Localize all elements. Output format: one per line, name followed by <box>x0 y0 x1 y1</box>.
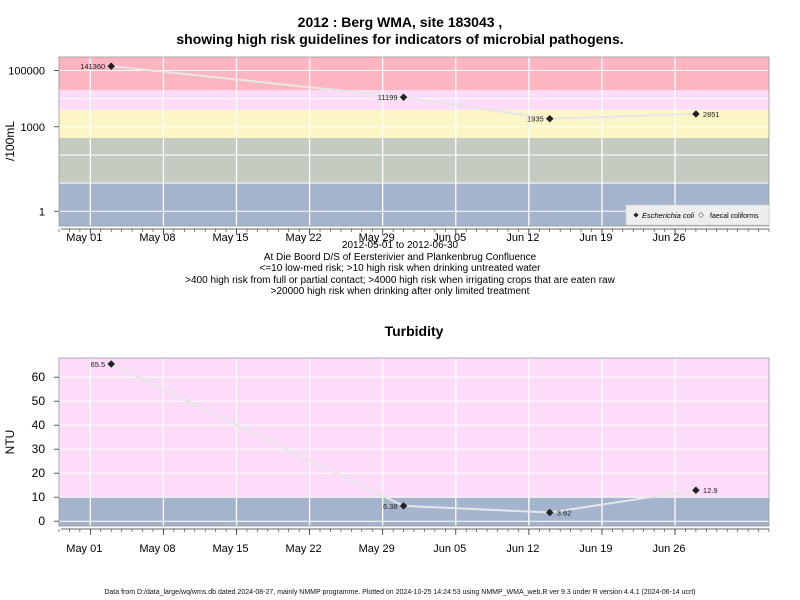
p1-plot-frame <box>58 56 770 227</box>
p1-x-tick-label-1: May 08 <box>139 232 175 244</box>
p2-x-tick-label-0: May 01 <box>66 543 102 555</box>
p1-risk-band-2 <box>59 109 769 138</box>
subtitle-guideline-drinking: <=10 low-med risk; >10 high risk when dr… <box>259 263 541 274</box>
p1-x-tick-label-5: Jun 05 <box>433 232 466 244</box>
p2-risk-band-1 <box>59 358 769 498</box>
p1-x-tick-label-4: May 29 <box>359 232 395 244</box>
p2-data-point-0 <box>107 360 115 368</box>
footer-note: Data from D:/data_large/wq/wms.db dated … <box>104 589 696 596</box>
p2-x-tick-label-5: Jun 05 <box>433 543 466 555</box>
legend-box <box>625 204 770 226</box>
p2-x-tick-label-8: Jun 26 <box>653 543 686 555</box>
p1-risk-band-3 <box>59 90 769 110</box>
p1-x-tick-label-8: Jun 26 <box>653 232 686 244</box>
p1-y-tick-label-1: 1000 <box>21 122 45 134</box>
p2-x-tick-label-4: May 29 <box>359 543 395 555</box>
p2-data-label-3: 12.9 <box>703 486 718 495</box>
p1-data-point-3 <box>692 110 700 118</box>
main-title-line2: showing high risk guidelines for indicat… <box>176 31 624 47</box>
p1-risk-band-4 <box>59 57 769 91</box>
p1-data-label-3: 2851 <box>703 110 720 119</box>
p2-y-tick-label-5: 50 <box>32 394 46 408</box>
p2-y-tick-label-6: 60 <box>32 370 46 384</box>
p1-x-tick-label-7: Jun 19 <box>579 232 612 244</box>
p1-risk-band-1 <box>59 137 769 184</box>
p2-x-tick-label-2: May 15 <box>212 543 248 555</box>
main-title-line1: 2012 : Berg WMA, site 183043 , <box>297 14 503 30</box>
p2-x-tick-label-6: Jun 12 <box>506 543 539 555</box>
legend-label-ecoli: Escherichia coli <box>642 211 694 220</box>
p2-series-line-0 <box>110 363 697 514</box>
subtitle-date-range: 2012-05-01 to 2012-06-30 <box>341 240 459 251</box>
p2-data-point-2 <box>545 508 554 517</box>
subtitle-guideline-treatment: >20000 high risk when drinking after onl… <box>270 286 530 297</box>
turbidity-title: Turbidity <box>384 323 444 339</box>
p2-plot-frame <box>58 357 770 527</box>
chart-subtitle: 2012-05-01 to 2012-06-30 At Die Boord D/… <box>0 240 800 298</box>
p1-x-tick-label-2: May 15 <box>212 232 248 244</box>
p1-data-label-0: 141360 <box>80 62 105 71</box>
p2-y-tick-label-2: 20 <box>32 466 46 480</box>
legend-label-faecal: faecal coliforms <box>710 213 759 220</box>
p1-y-tick-label-0: 1 <box>39 206 45 218</box>
p1-x-tick-label-6: Jun 12 <box>506 232 539 244</box>
p2-data-point-1 <box>399 502 408 510</box>
p1-x-tick-label-3: May 22 <box>286 232 322 244</box>
p1-series-line-0 <box>111 65 696 120</box>
p2-data-point-3 <box>692 486 700 495</box>
p2-x-tick-label-7: Jun 19 <box>579 543 612 555</box>
p2-y-tick-label-1: 10 <box>32 490 46 504</box>
p2-y-tick-label-3: 30 <box>32 442 46 456</box>
p2-y-tick-label-0: 0 <box>38 514 45 528</box>
legend-marker-ecoli <box>633 212 639 218</box>
p2-x-tick-label-1: May 08 <box>139 543 175 555</box>
p1-x-tick-label-0: May 01 <box>66 232 102 244</box>
legend-marker-faecal <box>698 212 704 218</box>
subtitle-site: At Die Boord D/S of Eersterivier and Pla… <box>263 251 537 263</box>
p1-y-tick-label-2: 100000 <box>8 65 45 77</box>
p2-y-tick-label-4: 40 <box>32 418 46 432</box>
subtitle-guideline-contact: >400 high risk from full or partial cont… <box>185 274 615 286</box>
p1-data-point-1 <box>399 93 408 102</box>
p1-data-point-0 <box>107 62 115 70</box>
p1-y-axis-title: /100mL <box>3 121 17 161</box>
p2-data-label-1: 6.38 <box>383 502 398 511</box>
p1-data-label-2: 1935 <box>527 115 544 124</box>
p2-y-axis-title: NTU <box>3 430 17 455</box>
p2-x-tick-label-3: May 22 <box>286 543 322 555</box>
p1-data-label-1: 11199 <box>378 93 398 102</box>
p1-data-point-2 <box>545 114 554 123</box>
p2-data-label-0: 65.5 <box>91 360 106 369</box>
p2-data-label-2: 3.62 <box>557 509 572 518</box>
